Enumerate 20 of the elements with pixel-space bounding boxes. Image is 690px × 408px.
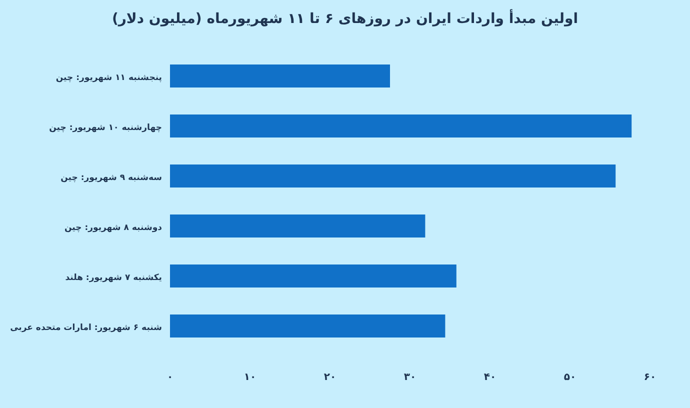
bar (170, 314, 446, 338)
y-tick-label: چهارشنبه ۱۰ شهریور: چین (49, 123, 162, 133)
bar (170, 264, 456, 288)
bar (170, 164, 616, 188)
x-tick-label: ۰ (166, 372, 174, 383)
x-tick-label: ۶۰ (644, 372, 656, 383)
y-tick-label: سه‌شنبه ۹ شهریور: چین (60, 173, 162, 183)
bar (170, 64, 390, 88)
x-tick-label: ۲۰ (324, 372, 336, 383)
x-tick-label: ۴۰ (484, 372, 496, 383)
y-tick-label: دوشنبه ۸ شهریور: چین (64, 223, 163, 233)
bar (170, 214, 426, 238)
chart-title: اولین مبدأ واردات ایران در روزهای ۶ تا ۱۱ شهریورماه (میلیون دلار) (112, 9, 578, 27)
x-tick-label: ۵۰ (564, 372, 576, 383)
bar (170, 114, 632, 138)
y-tick-label: یکشنبه ۷ شهریور: هلند (65, 273, 162, 283)
y-tick-label: شنبه ۶ شهریور: امارات متحده عربی (10, 323, 162, 333)
x-tick-label: ۳۰ (404, 372, 416, 383)
y-tick-label: پنجشنبه ۱۱ شهریور: چین (56, 73, 162, 83)
x-tick-label: ۱۰ (244, 372, 256, 383)
